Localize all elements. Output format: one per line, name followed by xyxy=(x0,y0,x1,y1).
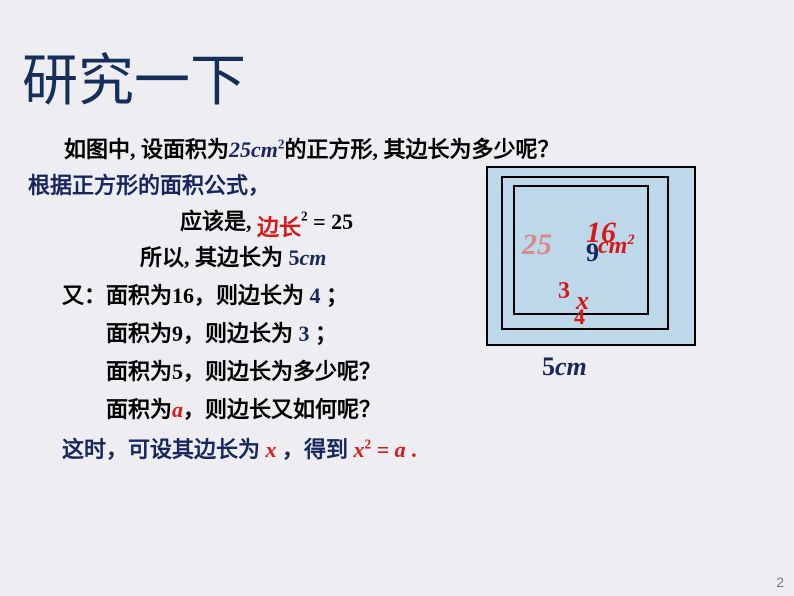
diagram-label-3: 3 xyxy=(558,278,570,305)
cm2-sup: 2 xyxy=(627,232,634,248)
l9-eq: = a xyxy=(371,437,406,462)
l7-area: 5 xyxy=(172,359,183,384)
diagram-label-4: 4 xyxy=(574,304,585,330)
l7-prefix: 面积为 xyxy=(106,359,172,384)
l5-mid: ，则边长为 xyxy=(194,283,310,308)
text-line-2: 根据正方形的面积公式， xyxy=(28,168,270,200)
l4-unit: cm xyxy=(300,245,327,270)
lbl-5: 5 xyxy=(542,352,555,381)
text-line-3: 应该是, 边长2 = 25 xyxy=(180,204,353,236)
l5-prefix: 又：面积为 xyxy=(62,283,172,308)
l8-prefix: 面积为 xyxy=(106,397,172,422)
text-line-6: 面积为9，则边长为 3 ； xyxy=(106,316,337,348)
lbl-cm: cm xyxy=(555,352,587,381)
l1-area: 25cm xyxy=(229,137,278,162)
l6-value: 3 xyxy=(299,321,310,346)
l9-mid: ，得到 xyxy=(277,437,354,462)
l8-suffix: ，则边长又如何呢？ xyxy=(183,397,381,422)
l5-area: 16 xyxy=(172,283,194,308)
l9-x: x xyxy=(266,437,277,462)
l3-eq: = 25 xyxy=(308,209,354,234)
page-number: 2 xyxy=(776,574,784,590)
diagram-label-cm2: cm2 xyxy=(598,232,635,260)
l4-prefix: 所以, 其边长为 xyxy=(140,245,289,270)
text-line-9: 这时，可设其边长为 x ，得到 x2 = a . xyxy=(62,432,417,464)
l1-prefix: 如图中, 设面积为 xyxy=(64,137,229,162)
l3-red: 边长 xyxy=(257,215,301,240)
text-line-4: 所以, 其边长为 5cm xyxy=(140,240,326,272)
diagram-label-25: 25 xyxy=(522,228,552,262)
l4-value: 5 xyxy=(289,245,300,270)
l1-suffix: 的正方形, 其边长为多少呢？ xyxy=(285,137,560,162)
slide-title: 研究一下 xyxy=(22,36,246,117)
text-line-7: 面积为5，则边长为多少呢？ xyxy=(106,354,381,386)
l3-prefix: 应该是, xyxy=(180,209,257,234)
diagram-label-5cm: 5cm xyxy=(542,352,587,382)
cm2-text: cm xyxy=(598,233,627,259)
l9-prefix: 这时，可设其边长为 xyxy=(62,437,266,462)
l5-value: 4 xyxy=(310,283,321,308)
l6-suffix: ； xyxy=(310,321,338,346)
l1-sup: 2 xyxy=(278,137,285,152)
l7-suffix: ，则边长为多少呢？ xyxy=(183,359,381,384)
l8-area: a xyxy=(172,397,183,422)
slide: 研究一下 如图中, 设面积为25cm2的正方形, 其边长为多少呢？ 根据正方形的… xyxy=(0,0,794,596)
l6-prefix: 面积为 xyxy=(106,321,172,346)
l3-sup: 2 xyxy=(301,209,308,224)
text-line-5: 又：面积为16，则边长为 4 ； xyxy=(62,278,348,310)
l5-suffix: ； xyxy=(321,283,349,308)
l6-mid: ，则边长为 xyxy=(183,321,299,346)
l9-x2: x xyxy=(354,437,365,462)
text-line-8: 面积为a，则边长又如何呢？ xyxy=(106,392,381,424)
l6-area: 9 xyxy=(172,321,183,346)
l9-dot: . xyxy=(406,437,417,462)
text-line-1: 如图中, 设面积为25cm2的正方形, 其边长为多少呢？ xyxy=(64,132,560,164)
